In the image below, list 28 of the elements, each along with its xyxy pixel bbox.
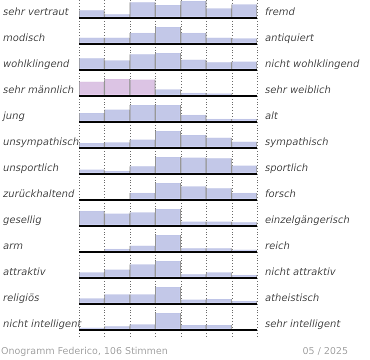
y2-axis-title: nicht attraktiv [264,267,337,280]
y2-axis-title: fremd [264,7,296,20]
y-axis-title: sehr vertraut [2,7,70,20]
y-axis-title: zurückhaltend [2,189,76,202]
y-axis-title: wohlklingend [2,59,70,72]
y2-axis-title: einzelgängerisch [264,215,351,228]
y2-axis-title: sportlich [264,163,310,176]
y2-axis-title: sehr weiblich [264,85,332,98]
y-axis-title: nicht intelligent [2,319,82,332]
text: Onogramm Federico, 106 Stimmen [1,346,168,357]
y-axis-title: unsportlich [2,163,60,176]
y-axis-title: jung [1,111,26,124]
y-axis-title: gesellig [2,215,43,228]
y-axis-title: religiös [2,293,40,306]
y2-axis-title: atheistisch [264,293,320,306]
y2-axis-title: forsch [264,189,297,202]
y2-axis-title: antiquiert [264,33,315,46]
y-axis-title: arm [2,241,24,254]
y-axis-title: sehr männlich [2,85,75,98]
y2-axis-title: sympathisch [264,137,330,150]
y2-axis-title: sehr intelligent [264,319,342,332]
y2-axis-title: reich [264,241,291,254]
y2-axis-title: alt [264,111,279,124]
y2-axis-title: nicht wohlklingend [264,59,360,72]
y-axis-title: unsympathisch [2,137,80,150]
y-axis-title: modisch [2,33,46,46]
text: 05 / 2025 [302,346,348,357]
y-axis-title: attraktiv [2,267,47,280]
